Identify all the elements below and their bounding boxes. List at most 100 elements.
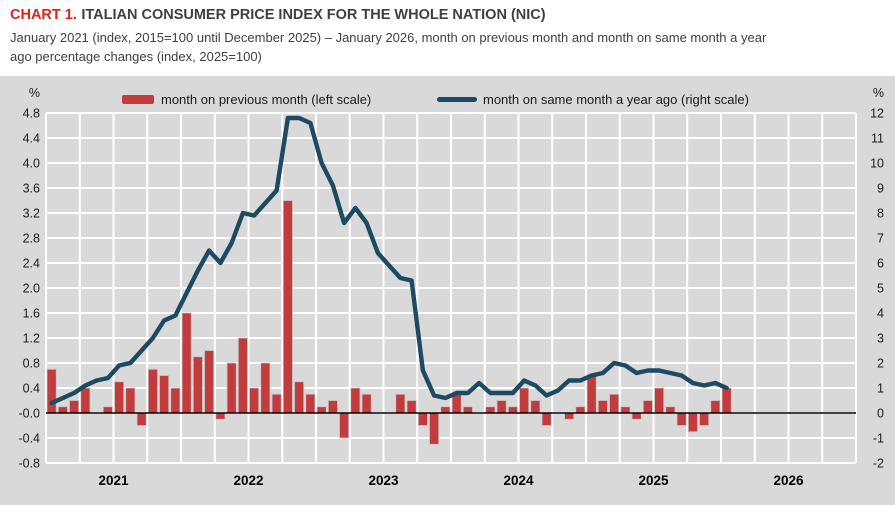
bar-month-on-previous-month — [564, 412, 575, 420]
line-year-on-year — [49, 115, 729, 406]
bar-month-on-previous-month — [597, 400, 608, 414]
bar-month-on-previous-month — [620, 406, 631, 414]
bar-month-on-previous-month — [46, 368, 57, 414]
legend-bar-swatch-icon — [122, 94, 154, 104]
left-axis-tick-label: 4.0 — [23, 157, 40, 171]
bar-month-on-previous-month — [204, 350, 215, 414]
bar-month-on-previous-month — [125, 387, 136, 414]
legend-line-swatch-icon — [437, 96, 477, 102]
left-axis-tick-label: 2.8 — [23, 232, 40, 246]
bar-month-on-previous-month — [237, 337, 248, 414]
right-axis-tick-label: -2 — [873, 457, 884, 471]
left-axis-tick-label: -0.0 — [18, 407, 40, 421]
bar-month-on-previous-month — [676, 412, 687, 426]
bar-month-on-previous-month — [721, 387, 732, 414]
bar-month-on-previous-month — [395, 393, 406, 414]
left-axis-tick-label: 3.6 — [23, 182, 40, 196]
bar-month-on-previous-month — [69, 400, 80, 414]
right-axis-tick-label: 3 — [877, 332, 884, 346]
bar-month-on-previous-month — [699, 412, 710, 426]
bar-month-on-previous-month — [170, 387, 181, 414]
bar-month-on-previous-month — [102, 406, 113, 414]
right-axis-tick-label: 12 — [870, 107, 884, 121]
bar-month-on-previous-month — [485, 406, 496, 414]
x-axis-year-label: 2026 — [773, 473, 804, 488]
bar-month-on-previous-month — [282, 200, 293, 414]
x-axis-year-label: 2025 — [638, 473, 669, 488]
bar-month-on-previous-month — [316, 406, 327, 414]
bar-month-on-previous-month — [114, 381, 125, 414]
left-axis-tick-label: 2.0 — [23, 282, 40, 296]
bar-month-on-previous-month — [440, 406, 451, 414]
x-axis-year-label: 2023 — [368, 473, 399, 488]
legend-line-label: month on same month a year ago (right sc… — [483, 91, 749, 107]
bar-month-on-previous-month — [327, 400, 338, 414]
left-axis-tick-label: 1.2 — [23, 332, 40, 346]
bar-month-on-previous-month — [271, 393, 282, 414]
left-axis-tick-label: 1.6 — [23, 307, 40, 321]
bar-month-on-previous-month — [530, 400, 541, 414]
right-axis-tick-label: -1 — [873, 432, 884, 446]
left-axis-tick-label: 3.2 — [23, 207, 40, 221]
bar-month-on-previous-month — [406, 400, 417, 414]
legend-bar-label: month on previous month (left scale) — [161, 91, 372, 107]
x-axis-year-label: 2022 — [233, 473, 263, 488]
bar-month-on-previous-month — [496, 400, 507, 414]
bar-month-on-previous-month — [609, 393, 620, 414]
chart-plot: 4.8 4.4 4.0 3.6 3.2 2.8 2.4 2.0 1.6 1.2 0.8 0.4 -0.0… — [18, 86, 884, 488]
right-axis-tick-label: 10 — [870, 157, 884, 171]
bar-month-on-previous-month — [80, 387, 91, 414]
bar-month-on-previous-month — [215, 412, 226, 420]
bar-month-on-previous-month — [519, 387, 530, 414]
bar-month-on-previous-month — [451, 393, 462, 414]
left-axis-tick-label: 4.8 — [23, 107, 40, 121]
page-title: ITALIAN CONSUMER PRICE INDEX FOR THE WHO… — [81, 7, 546, 23]
bar-month-on-previous-month — [586, 375, 597, 414]
right-axis-tick-label: 0 — [877, 407, 884, 421]
right-axis-tick-label: 11 — [871, 132, 884, 146]
bar-month-on-previous-month — [361, 393, 372, 414]
bar-month-on-previous-month — [305, 393, 316, 414]
bar-month-on-previous-month — [507, 406, 518, 414]
x-axis-year-label: 2024 — [503, 473, 534, 488]
legend-item-mom: month on previous month (left scale) — [122, 91, 371, 107]
bar-month-on-previous-month — [226, 362, 237, 414]
bar-month-on-previous-month — [339, 412, 350, 439]
bar-month-on-previous-month — [294, 381, 305, 414]
left-axis-tick-label: 0.8 — [23, 357, 40, 371]
left-axis-tick-label: 0.4 — [23, 382, 40, 396]
right-axis-tick-label: 7 — [877, 232, 884, 246]
right-axis-tick-label: 9 — [877, 182, 884, 196]
bar-month-on-previous-month — [249, 387, 260, 414]
chart-panel: 4.8 4.4 4.0 3.6 3.2 2.8 2.4 2.0 1.6 1.2 0.8 0.4 -0.0… — [0, 76, 895, 505]
left-axis-tick-label: 2.4 — [23, 257, 40, 271]
chart-header: CHART 1. ITALIAN CONSUMER PRICE INDEX FO… — [10, 6, 885, 66]
right-axis-tick-label: 5 — [877, 282, 884, 296]
bar-month-on-previous-month — [642, 400, 653, 414]
bar-month-on-previous-month — [159, 375, 170, 414]
right-axis-tick-label: 6 — [877, 257, 884, 271]
bar-month-on-previous-month — [687, 412, 698, 433]
right-axis-tick-label: 8 — [877, 207, 884, 221]
bar-month-on-previous-month — [192, 356, 203, 414]
right-axis-tick-label: 2 — [877, 357, 884, 371]
bar-month-on-previous-month — [136, 412, 147, 426]
bar-month-on-previous-month — [181, 312, 192, 414]
bar-month-on-previous-month — [575, 406, 586, 414]
right-axis-tick-label: 1 — [877, 382, 884, 396]
bar-month-on-previous-month — [147, 368, 158, 414]
bar-month-on-previous-month — [541, 412, 552, 426]
bar-month-on-previous-month — [260, 362, 271, 414]
bar-month-on-previous-month — [57, 406, 68, 414]
right-axis-tick-label: 4 — [877, 307, 884, 321]
bar-month-on-previous-month — [429, 412, 440, 445]
bar-month-on-previous-month — [710, 400, 721, 414]
left-axis-tick-label: -0.4 — [18, 432, 40, 446]
bar-month-on-previous-month — [631, 412, 642, 420]
bar-month-on-previous-month — [417, 412, 428, 426]
left-axis-unit-label: % — [29, 86, 40, 100]
chart-subtitle: January 2021 (index, 2015=100 until Dece… — [10, 30, 767, 64]
bar-month-on-previous-month — [462, 406, 473, 414]
bar-month-on-previous-month — [654, 387, 665, 414]
